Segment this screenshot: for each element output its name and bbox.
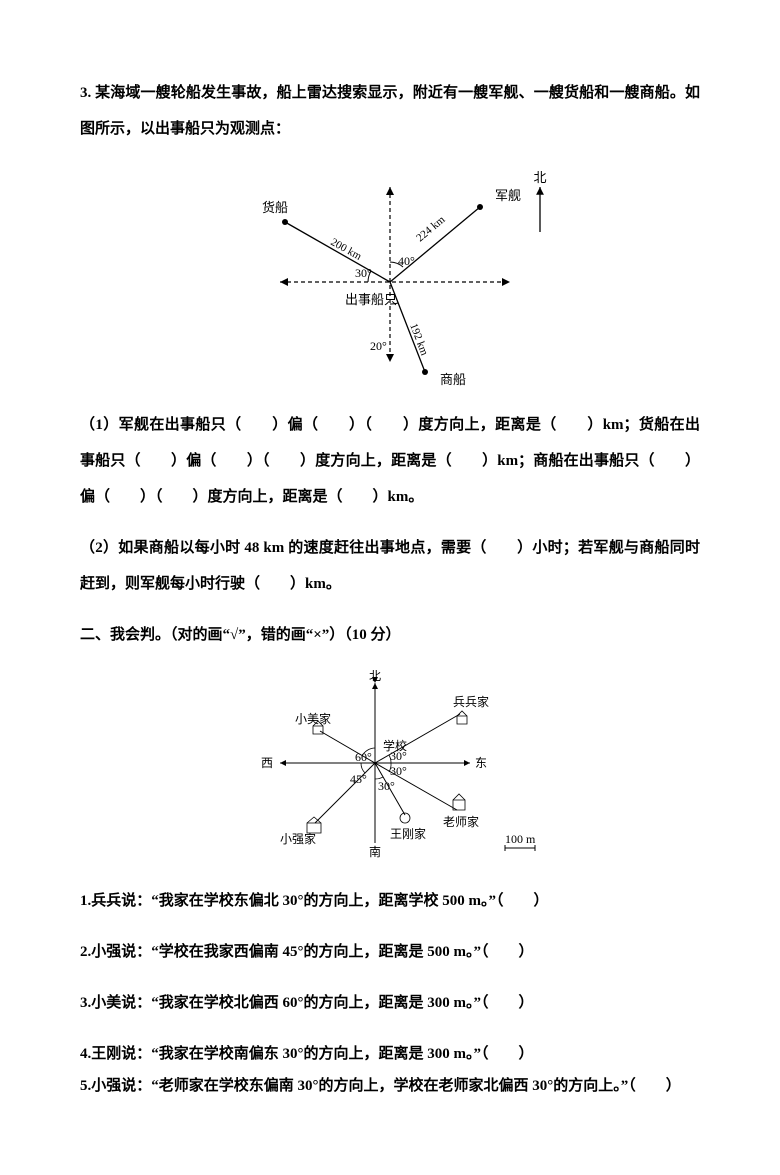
q3-part1: （1）军舰在出事船只（ ）偏（ ）（ ）度方向上，距离是（ ）km；货船在出事船… (80, 407, 700, 515)
label-huochuan: 货船 (262, 200, 288, 215)
d2-a45: 45° (350, 772, 367, 786)
d2-scale: 100 m (505, 832, 536, 846)
dist-200: 200 km (329, 236, 364, 263)
dist-224: 224 km (414, 213, 448, 244)
q3-part2: （2）如果商船以每小时 48 km 的速度赶往出事地点，需要（ ）小时；若军舰与… (80, 530, 700, 602)
d2-wanggang: 王刚家 (390, 826, 426, 841)
section2-title: 二、我会判。（对的画“√”，错的画“×”）（10 分） (80, 617, 700, 653)
dist-192: 192 km (407, 322, 430, 358)
diagram-school: 北 南 西 东 学校 小美家 兵兵家 老师家 王刚家 小强家 60° 30° 3… (205, 668, 575, 868)
label-north: 北 (533, 170, 546, 185)
s2-2: 2.小强说：“学校在我家西偏南 45°的方向上，距离是 500 m。”（ ） (80, 934, 700, 970)
d2-west: 西 (261, 756, 273, 770)
d2-a60: 60° (355, 750, 372, 764)
d2-a30b: 30° (390, 764, 407, 778)
d2-a30c: 30° (378, 779, 395, 793)
s2-1: 1.兵兵说：“我家在学校东偏北 30°的方向上，距离学校 500 m。”（ ） (80, 883, 700, 919)
angle-30: 30° (355, 266, 372, 280)
d2-a30a: 30° (390, 749, 407, 763)
diagram-ships: 北 军舰 货船 商船 出事船只 200 km 224 km 192 km 30°… (200, 162, 580, 392)
angle-40: 40° (398, 254, 415, 268)
d2-xiaomei: 小美家 (295, 711, 331, 726)
d2-north: 北 (369, 669, 381, 683)
label-shangchuan: 商船 (440, 372, 466, 387)
label-junjian: 军舰 (495, 188, 521, 203)
s2-3: 3.小美说：“我家在学校北偏西 60°的方向上，距离是 300 m。”（ ） (80, 985, 700, 1021)
d2-south: 南 (369, 844, 381, 859)
angle-20: 20° (370, 339, 387, 353)
q3-intro: 3. 某海域一艘轮船发生事故，船上雷达搜索显示，附近有一艘军舰、一艘货船和一艘商… (80, 75, 700, 147)
s2-5: 5.小强说：“老师家在学校东偏南 30°的方向上，学校在老师家北偏西 30°的方… (80, 1074, 700, 1100)
d2-bingbing: 兵兵家 (453, 694, 489, 709)
label-chushi: 出事船只 (345, 292, 397, 307)
d2-laoshi: 老师家 (443, 814, 479, 829)
d2-east: 东 (475, 756, 487, 770)
s2-4: 4.王刚说：“我家在学校南偏东 30°的方向上，距离是 300 m。”（ ） (80, 1036, 700, 1072)
